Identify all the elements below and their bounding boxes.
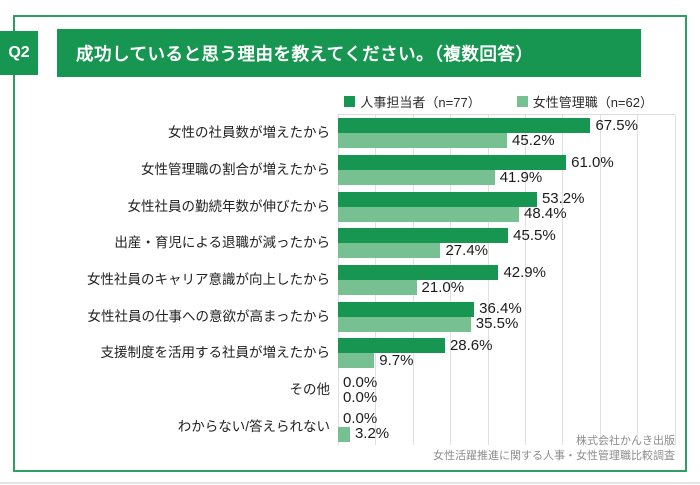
value-label-hr-staff: 42.9% [503, 263, 546, 281]
value-label-hr-staff: 0.0% [343, 373, 378, 391]
legend-swatch-hr-staff [344, 96, 356, 107]
category-label: 出産・育児による退職が減ったから [114, 235, 330, 251]
category-label: 女性社員の仕事への意欲が高まったから [87, 308, 330, 324]
legend-label-hr-staff: 人事担当者（n=77） [360, 95, 481, 110]
bar-female-managers [338, 243, 441, 259]
gridline [637, 115, 639, 445]
bar-female-managers [338, 170, 495, 185]
legend-item-hr-staff: 人事担当者（n=77） [344, 92, 481, 111]
page-bottom-divider [0, 482, 700, 484]
bar-hr-staff [338, 265, 499, 280]
source-company: 株式会社かんき出版 [576, 435, 675, 447]
value-label-hr-staff: 0.0% [343, 410, 378, 428]
value-label-female-managers: 3.2% [354, 425, 390, 443]
value-label-female-managers: 21.0% [421, 278, 465, 296]
category-label: 女性管理職の割合が増えたから [141, 162, 330, 177]
bar-female-managers [338, 280, 417, 295]
value-label-female-managers: 45.2% [512, 131, 555, 149]
gridline [562, 115, 564, 445]
bar-female-managers [338, 316, 471, 332]
gridline [674, 115, 676, 445]
category-label: 女性社員のキャリア意識が向上したから [87, 272, 330, 287]
legend-item-female-managers: 女性管理職（n=62） [516, 92, 653, 111]
value-label-hr-staff: 28.6% [449, 336, 493, 354]
value-label-hr-staff: 53.2% [541, 190, 585, 208]
value-label-hr-staff: 61.0% [571, 153, 614, 171]
question-title: 成功していると思う理由を教えてください。（複数回答） [76, 43, 534, 64]
value-label-hr-staff: 45.5% [513, 226, 556, 244]
source-survey-name: 女性活躍推進に関する人事・女性管理職比較調査 [433, 449, 675, 462]
bar-female-managers [338, 133, 508, 149]
value-label-female-managers: 0.0% [343, 388, 378, 406]
value-label-female-managers: 35.5% [475, 315, 519, 333]
bar-hr-staff [338, 191, 537, 207]
bar-female-managers [338, 206, 520, 222]
gridline [525, 115, 526, 445]
bar-hr-staff [338, 228, 509, 244]
plot-area-top-border [338, 114, 675, 115]
gridline [599, 115, 601, 445]
legend-swatch-female-managers [516, 96, 528, 107]
bar-female-managers [338, 426, 350, 442]
value-label-female-managers: 9.7% [379, 351, 414, 369]
gridline [450, 115, 452, 445]
category-label: わからない/答えられない [177, 418, 330, 434]
bar-hr-staff [338, 155, 567, 170]
legend-label-female-managers: 女性管理職（n=62） [532, 95, 653, 110]
question-title-banner: 成功していると思う理由を教えてください。（複数回答） [57, 29, 641, 77]
question-number-label: Q2 [8, 44, 30, 61]
value-label-female-managers: 41.9% [499, 168, 543, 186]
value-label-hr-staff: 36.4% [479, 300, 522, 318]
bar-hr-staff [338, 338, 445, 354]
bar-hr-staff [338, 118, 591, 134]
bar-hr-staff [338, 301, 475, 317]
category-label: 女性の社員数が増えたから [168, 125, 330, 141]
value-label-female-managers: 27.4% [445, 241, 489, 259]
category-label: 支援制度を活用する社員が増えたから [100, 345, 331, 361]
chart-legend: 人事担当者（n=77） 女性管理職（n=62） [344, 92, 653, 111]
category-label: その他 [289, 382, 331, 397]
bar-female-managers [338, 353, 375, 369]
value-label-female-managers: 48.4% [524, 205, 567, 223]
gridline [487, 115, 489, 445]
source-attribution: 株式会社かんき出版 女性活躍推進に関する人事・女性管理職比較調査 [433, 434, 675, 463]
category-label: 女性社員の勤続年数が伸びたから [127, 198, 331, 214]
value-label-hr-staff: 67.5% [595, 116, 638, 134]
question-number-badge: Q2 [0, 31, 38, 75]
